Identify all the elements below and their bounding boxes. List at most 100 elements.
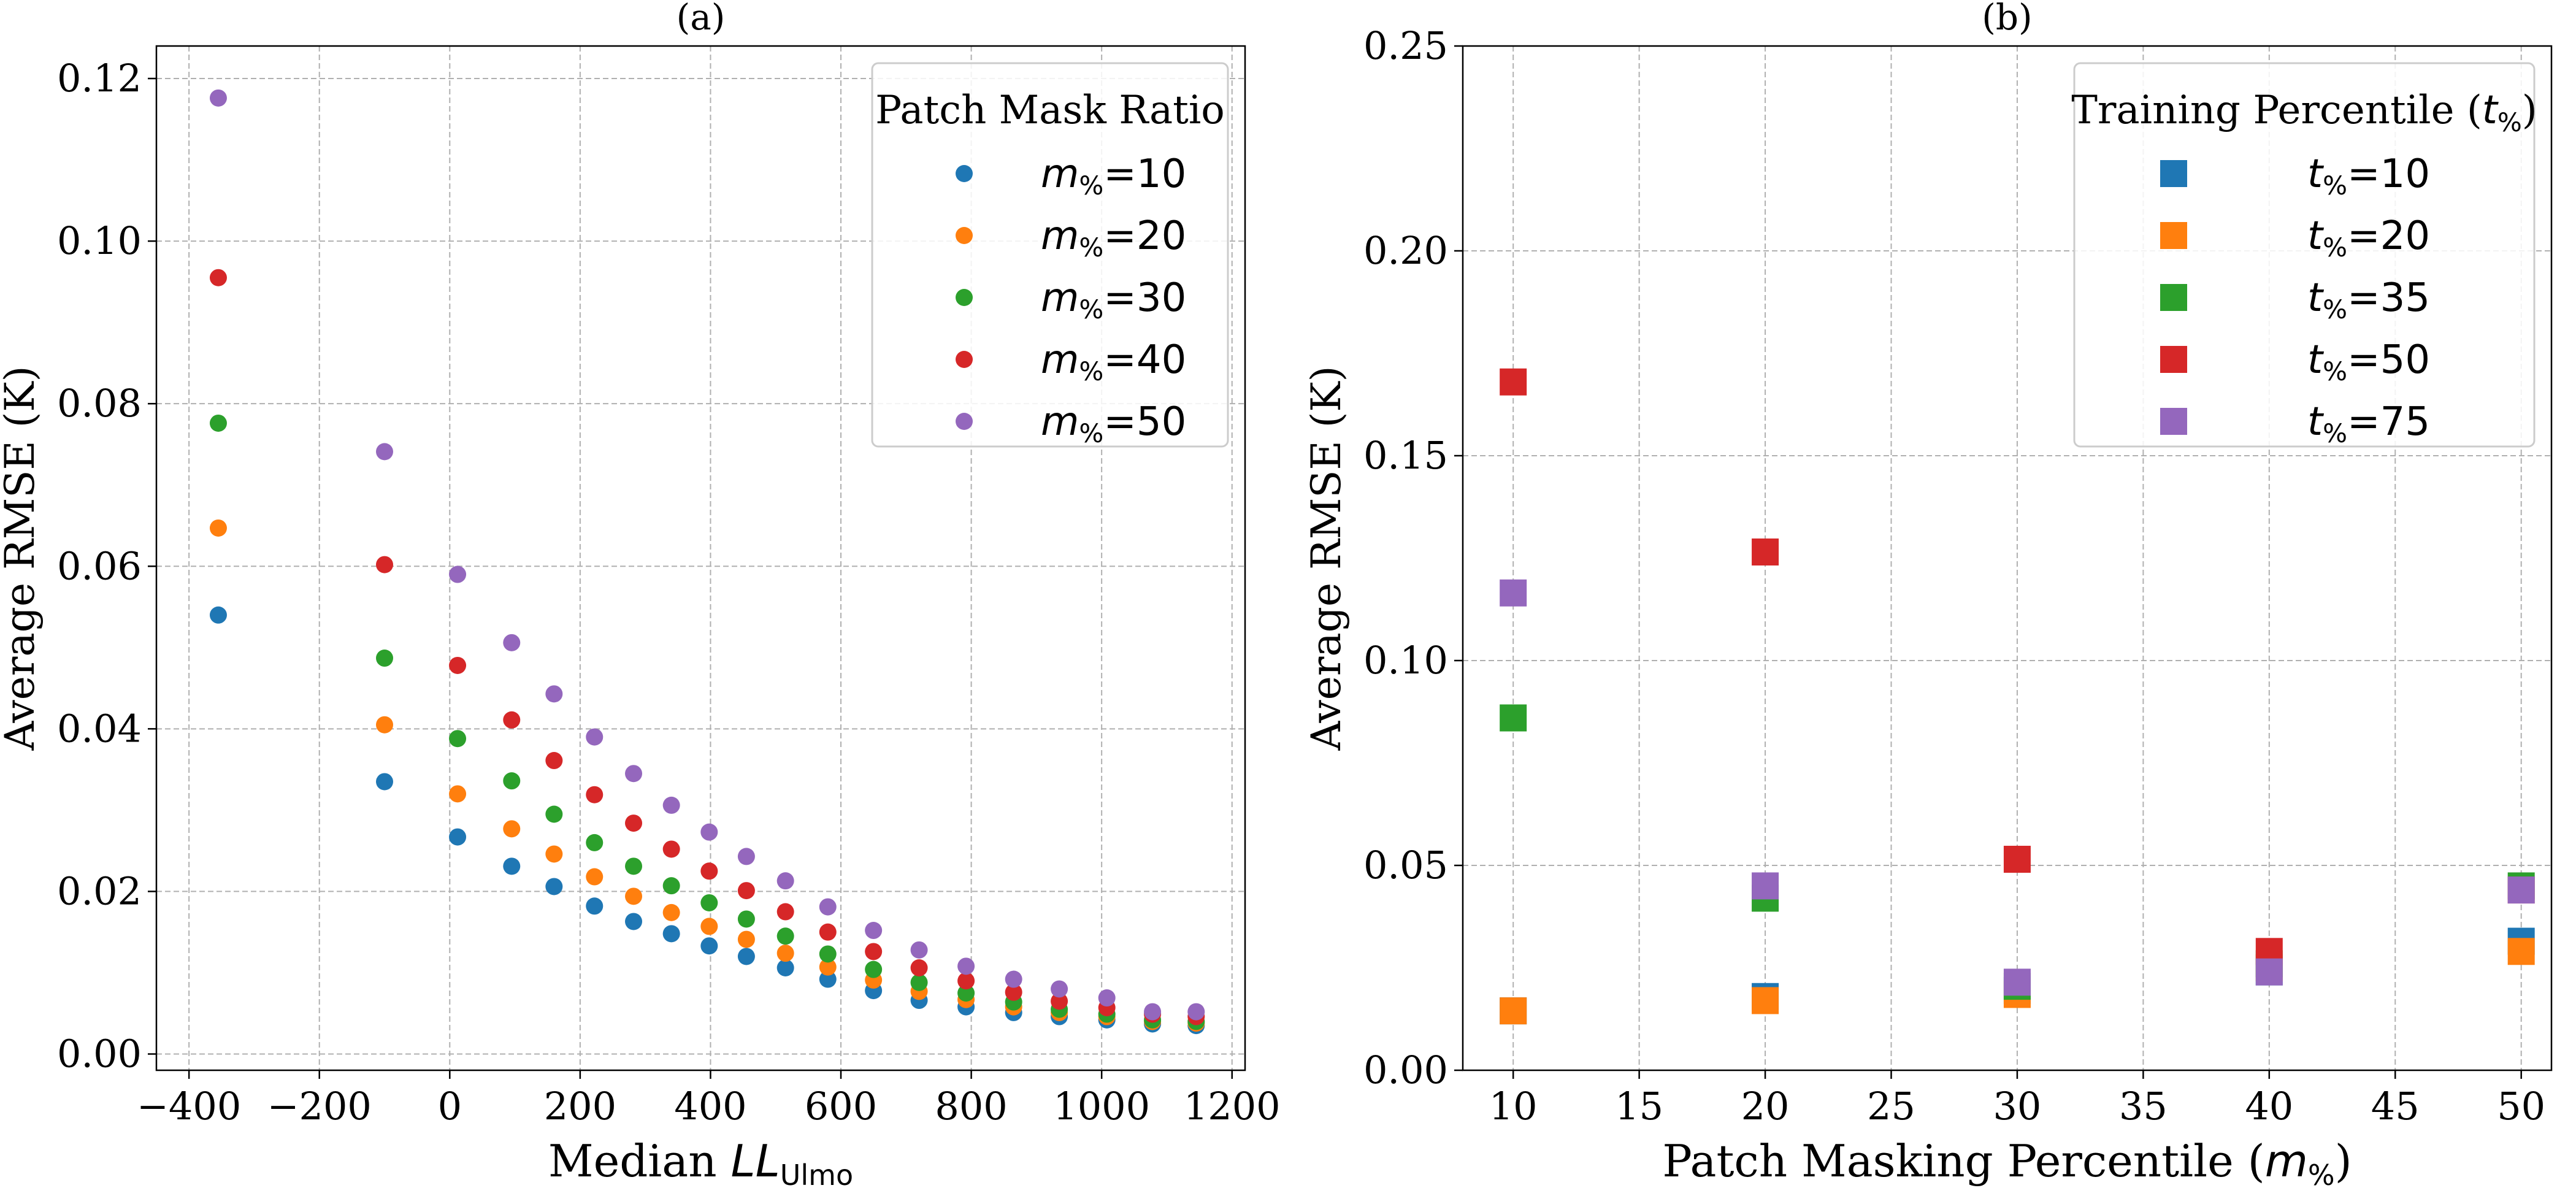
series-2 bbox=[209, 519, 1205, 1032]
series-5 bbox=[209, 89, 1205, 1021]
legend-label-math: t bbox=[2307, 337, 2325, 383]
data-point bbox=[662, 840, 680, 858]
legend-label-value: =20 bbox=[1103, 213, 1186, 259]
y-tick-label: 0.15 bbox=[1363, 433, 1448, 478]
data-point bbox=[700, 862, 718, 880]
data-point bbox=[737, 848, 755, 865]
x-tick-label: 50 bbox=[2497, 1084, 2545, 1129]
legend-label-value: =50 bbox=[2347, 337, 2430, 383]
legend-label-value: =20 bbox=[2347, 213, 2430, 259]
data-point bbox=[449, 565, 467, 583]
legend-label-subscript: % bbox=[2323, 232, 2347, 263]
legend-marker bbox=[956, 413, 973, 430]
data-point bbox=[776, 903, 794, 921]
data-point bbox=[737, 948, 755, 965]
legend: Training Percentile (t%)t%=10t%=20t%=35t… bbox=[2071, 62, 2537, 448]
legend-label-subscript: % bbox=[2323, 356, 2347, 386]
data-point bbox=[1051, 980, 1068, 998]
x-axis-label: Patch Masking Percentile (m%) bbox=[1662, 1135, 2352, 1192]
data-point bbox=[625, 857, 643, 875]
data-point bbox=[545, 845, 563, 863]
data-point bbox=[376, 716, 394, 734]
x-axis-label-subscript: Ulmo bbox=[780, 1159, 853, 1192]
x-tick-label: −200 bbox=[267, 1084, 372, 1129]
legend-label-subscript: % bbox=[2323, 418, 2347, 448]
y-tick-label: 0.00 bbox=[1363, 1048, 1448, 1092]
data-point bbox=[1144, 1003, 1162, 1021]
legend-marker bbox=[956, 289, 973, 306]
data-point bbox=[776, 945, 794, 962]
legend-label-subscript: % bbox=[2323, 171, 2347, 201]
data-point bbox=[503, 711, 521, 729]
data-point bbox=[737, 882, 755, 900]
data-point bbox=[625, 815, 643, 832]
legend-marker bbox=[956, 227, 973, 244]
data-point bbox=[1752, 987, 1779, 1014]
data-point bbox=[503, 634, 521, 651]
data-point bbox=[1500, 368, 1527, 396]
legend-label: t%=20 bbox=[2307, 213, 2430, 263]
legend-label: m%=50 bbox=[1041, 399, 1186, 448]
data-point bbox=[737, 930, 755, 948]
data-point bbox=[209, 519, 227, 537]
legend-title-subscript: % bbox=[2497, 107, 2522, 137]
legend-marker bbox=[956, 351, 973, 368]
legend-box bbox=[2073, 62, 2536, 448]
legend-label-value: =75 bbox=[2347, 399, 2430, 445]
legend-marker bbox=[2160, 222, 2187, 249]
x-tick-label: 1200 bbox=[1184, 1084, 1281, 1129]
data-point bbox=[376, 443, 394, 461]
data-point bbox=[819, 958, 837, 976]
data-point bbox=[957, 984, 975, 1002]
data-point bbox=[819, 898, 837, 916]
legend-marker bbox=[2160, 160, 2187, 187]
axes-frame bbox=[155, 45, 1246, 1071]
data-point bbox=[700, 894, 718, 911]
legend-label-subscript: % bbox=[1079, 171, 1103, 201]
series-1 bbox=[209, 606, 1205, 1035]
y-axis-label: Average RMSE (K) bbox=[1303, 366, 1350, 751]
legend-label-math: m bbox=[1041, 337, 1079, 383]
data-point bbox=[545, 752, 563, 770]
legend-label: m%=40 bbox=[1041, 337, 1186, 386]
data-point bbox=[503, 857, 521, 875]
legend-title: Training Percentile (t%) bbox=[2071, 88, 2537, 137]
legend-label: t%=35 bbox=[2307, 275, 2430, 324]
legend-marker bbox=[956, 165, 973, 182]
data-point bbox=[910, 941, 928, 959]
legend-label: m%=30 bbox=[1041, 275, 1186, 324]
legend-marker bbox=[2160, 408, 2187, 435]
data-point bbox=[865, 922, 883, 940]
y-tick-label: 0.10 bbox=[1363, 638, 1448, 683]
data-point bbox=[1752, 538, 1779, 565]
legend-title: Patch Mask Ratio bbox=[875, 88, 1225, 133]
data-point bbox=[449, 730, 467, 748]
data-point bbox=[586, 868, 604, 886]
data-point bbox=[776, 872, 794, 890]
legend: Patch Mask Ratiom%=10m%=20m%=30m%=40m%=5… bbox=[871, 62, 1229, 448]
data-point bbox=[819, 970, 837, 988]
data-point bbox=[865, 960, 883, 978]
panel-title: (a) bbox=[677, 0, 726, 38]
data-point bbox=[819, 923, 837, 941]
legend-title-math: t bbox=[2482, 88, 2499, 133]
legend-title-text: Training Percentile ( bbox=[2071, 88, 2482, 133]
x-tick-label: 25 bbox=[1867, 1084, 1915, 1129]
legend-label: m%=10 bbox=[1041, 151, 1186, 201]
legend-label-math: m bbox=[1041, 151, 1079, 197]
legend-label-subscript: % bbox=[1079, 418, 1103, 448]
legend-label: m%=20 bbox=[1041, 213, 1186, 263]
x-tick-label: 35 bbox=[2119, 1084, 2168, 1129]
data-point bbox=[1752, 872, 1779, 900]
data-point bbox=[503, 820, 521, 838]
data-point bbox=[737, 910, 755, 928]
legend-label-value: =30 bbox=[1103, 275, 1186, 321]
data-point bbox=[910, 973, 928, 991]
y-tick-label: 0.04 bbox=[57, 706, 142, 751]
legend-label-value: =35 bbox=[2347, 275, 2430, 321]
x-tick-label: 200 bbox=[544, 1084, 616, 1129]
data-point bbox=[662, 796, 680, 814]
data-point bbox=[545, 805, 563, 823]
y-tick-label: 0.25 bbox=[1363, 23, 1448, 68]
